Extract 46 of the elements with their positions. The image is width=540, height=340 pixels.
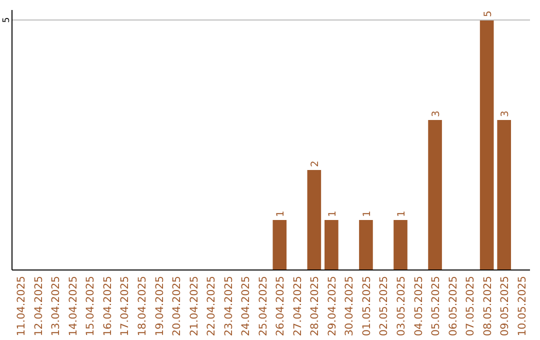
x-tick-label: 29.04.2025 [326, 276, 338, 336]
x-tick-label: 23.04.2025 [222, 276, 235, 336]
x-tick-label: 13.04.2025 [50, 276, 62, 336]
x-tick-label: 16.04.2025 [102, 276, 114, 336]
data-label: 3 [500, 110, 512, 117]
x-tick-label: 25.04.2025 [257, 276, 270, 336]
x-tick-label: 20.04.2025 [171, 276, 184, 336]
x-tick-label: 05.05.2025 [430, 276, 442, 336]
bar [359, 220, 373, 270]
data-label: 2 [310, 160, 322, 167]
x-tick-label: 17.04.2025 [119, 276, 132, 336]
x-tick-label: 19.04.2025 [154, 276, 166, 336]
bar [307, 170, 322, 270]
x-tick-label: 30.04.2025 [344, 276, 356, 336]
x-tick-label: 08.05.2025 [482, 276, 494, 336]
x-tick-label: 10.05.2025 [516, 276, 528, 336]
bar [480, 20, 494, 270]
x-tick-label: 11.04.2025 [16, 276, 28, 336]
x-tick-label: 21.04.2025 [188, 276, 200, 336]
data-label: 3 [431, 110, 442, 117]
bar [272, 220, 287, 270]
x-tick-label: 01.05.2025 [360, 276, 373, 336]
x-tick-label: 06.05.2025 [447, 276, 460, 336]
data-label: 1 [396, 210, 408, 217]
x-tick-label: 18.04.2025 [136, 276, 148, 336]
x-tick-label: 22.04.2025 [206, 276, 218, 336]
x-tick-label: 12.04.2025 [32, 276, 45, 336]
x-tick-label: 02.05.2025 [378, 276, 390, 336]
bar [497, 120, 512, 270]
x-tick-label: 03.05.2025 [396, 276, 408, 336]
data-label: 5 [482, 10, 494, 17]
data-label: 1 [327, 210, 338, 217]
x-tick-label: 24.04.2025 [240, 276, 252, 336]
x-tick-label: 07.05.2025 [464, 276, 477, 336]
x-tick-label: 14.04.2025 [67, 276, 80, 336]
x-tick-label: 15.04.2025 [84, 276, 97, 336]
data-label: 1 [276, 210, 287, 217]
bar [394, 220, 408, 270]
x-tick-label: 04.05.2025 [412, 276, 425, 336]
x-tick-label: 09.05.2025 [499, 276, 512, 336]
bar [324, 220, 338, 270]
x-tick-label: 28.04.2025 [309, 276, 322, 336]
x-tick-label: 27.04.2025 [292, 276, 304, 336]
data-label: 1 [362, 210, 373, 217]
bar [428, 120, 442, 270]
x-tick-label: 26.04.2025 [274, 276, 287, 336]
